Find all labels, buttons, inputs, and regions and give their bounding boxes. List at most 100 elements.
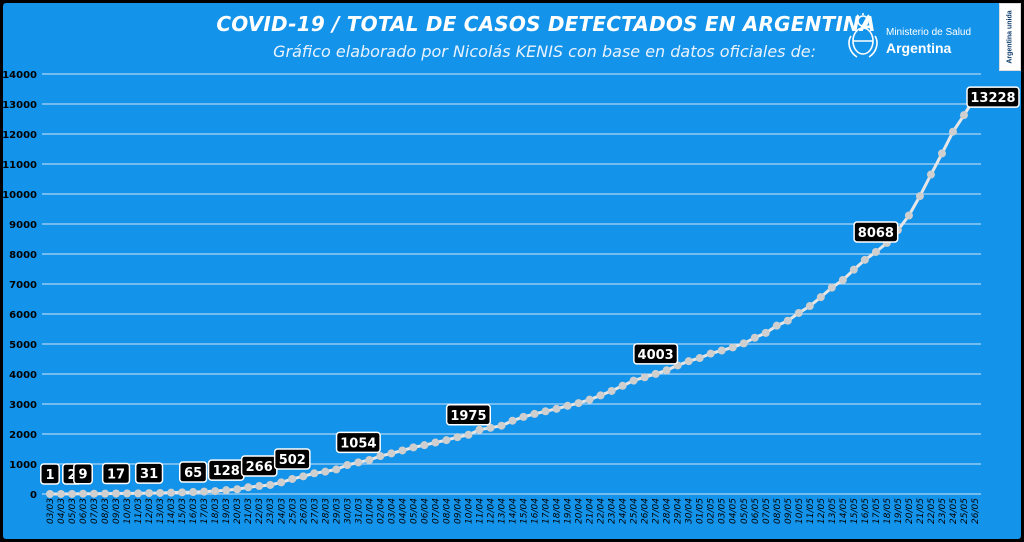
data-point <box>365 456 374 465</box>
x-tick-label: 11/03 <box>134 498 144 524</box>
chart-subtitle: Gráfico elaborado por Nicolás KENIS con … <box>273 42 816 61</box>
x-tick-label: 01/04 <box>365 498 375 524</box>
callout-box <box>179 461 208 483</box>
x-tick-label: 04/05 <box>729 498 739 524</box>
x-tick-label: 21/04 <box>586 498 596 524</box>
data-point <box>640 373 649 382</box>
x-tick-label: 03/04 <box>387 498 397 524</box>
y-tick-label: 1000 <box>9 460 37 471</box>
data-point <box>508 416 517 425</box>
x-tick-label: 15/04 <box>520 498 530 524</box>
callout-label: 1975 <box>450 409 486 424</box>
data-point <box>376 452 385 461</box>
data-point <box>607 386 616 395</box>
data-point <box>519 412 528 421</box>
x-tick-label: 25/05 <box>960 498 970 524</box>
badge-text: Argentina unida <box>1006 10 1014 64</box>
x-tick-label: 07/04 <box>431 498 441 524</box>
data-point <box>475 425 484 434</box>
callout-box <box>101 462 131 485</box>
x-tick-label: 23/04 <box>608 498 618 524</box>
data-point <box>288 474 297 483</box>
data-point <box>90 489 99 498</box>
callout-box <box>445 404 492 426</box>
x-tick-label: 30/03 <box>343 498 353 524</box>
x-tick-label: 03/05 <box>718 498 728 524</box>
data-point <box>222 486 231 495</box>
callout-label: 502 <box>279 453 306 468</box>
ministry-logo: Ministerio de Salud Argentina <box>843 12 993 62</box>
x-tick-label: 04/03 <box>57 498 67 524</box>
data-point <box>211 487 220 496</box>
y-tick-label: 11000 <box>2 160 37 171</box>
data-point <box>739 339 748 348</box>
data-point <box>299 472 308 481</box>
data-point <box>442 436 451 445</box>
callout: 1054 <box>335 431 381 454</box>
x-tick-label: 12/04 <box>486 498 496 524</box>
data-point <box>827 283 836 292</box>
data-point <box>662 366 671 375</box>
x-tick-label: 19/05 <box>894 498 904 524</box>
data-points <box>46 93 979 498</box>
data-point <box>266 480 275 489</box>
data-point <box>134 489 143 498</box>
data-point <box>123 489 132 498</box>
data-point <box>68 489 77 498</box>
data-point <box>585 395 594 404</box>
x-tick-label: 27/03 <box>310 498 320 524</box>
x-tick-label: 24/03 <box>277 498 287 524</box>
callout-label: 128 <box>213 464 240 479</box>
x-tick-label: 26/05 <box>971 498 981 524</box>
x-tick-label: 23/05 <box>938 498 948 524</box>
data-point <box>244 483 253 492</box>
data-point <box>772 321 781 330</box>
x-tick-label: 30/04 <box>685 498 695 524</box>
callout-label: 1054 <box>340 436 376 451</box>
x-tick-label: 22/04 <box>597 498 607 524</box>
y-tick-label: 10000 <box>2 190 37 201</box>
x-tick-label: 16/05 <box>861 498 871 524</box>
x-tick-label: 31/03 <box>354 498 364 524</box>
data-point <box>277 478 286 487</box>
x-tick-label: 13/04 <box>497 498 507 524</box>
y-tick-label: 9000 <box>9 220 37 231</box>
data-point <box>497 421 506 430</box>
callout: 9 <box>73 462 93 485</box>
y-tick-label: 4000 <box>9 370 37 381</box>
callout-label: 1 <box>45 468 54 483</box>
x-tick-label: 11/04 <box>475 498 485 524</box>
data-point <box>112 489 121 498</box>
x-tick-label: 09/04 <box>453 498 463 524</box>
y-tick-label: 5000 <box>9 340 37 351</box>
data-point <box>948 127 957 136</box>
x-tick-label: 25/04 <box>630 498 640 524</box>
callout-label: 8068 <box>858 226 894 241</box>
data-point <box>233 485 242 494</box>
x-tick-label: 14/05 <box>839 498 849 524</box>
callout-label: 9 <box>79 468 88 483</box>
data-point <box>255 482 264 491</box>
data-point <box>926 170 935 179</box>
callout: 502 <box>273 448 311 470</box>
x-tick-label: 26/03 <box>299 498 309 524</box>
x-tick-label: 11/05 <box>806 498 816 524</box>
data-point <box>761 328 770 337</box>
data-point <box>552 404 561 413</box>
callout-label: 13228 <box>970 91 1015 106</box>
x-tick-label: 15/05 <box>850 498 860 524</box>
x-tick-label: 21/03 <box>244 498 254 524</box>
data-point <box>156 488 165 497</box>
x-tick-label: 18/03 <box>211 498 221 524</box>
callout-label: 31 <box>140 467 158 482</box>
callout: 1 <box>40 463 60 485</box>
x-tick-label: 12/03 <box>145 498 155 524</box>
data-point <box>651 369 660 378</box>
data-point <box>695 354 704 363</box>
callout: 65 <box>179 461 208 483</box>
data-point <box>321 467 330 476</box>
data-point <box>387 449 396 458</box>
x-tick-label: 21/05 <box>916 498 926 524</box>
y-tick-label: 6000 <box>9 310 37 321</box>
